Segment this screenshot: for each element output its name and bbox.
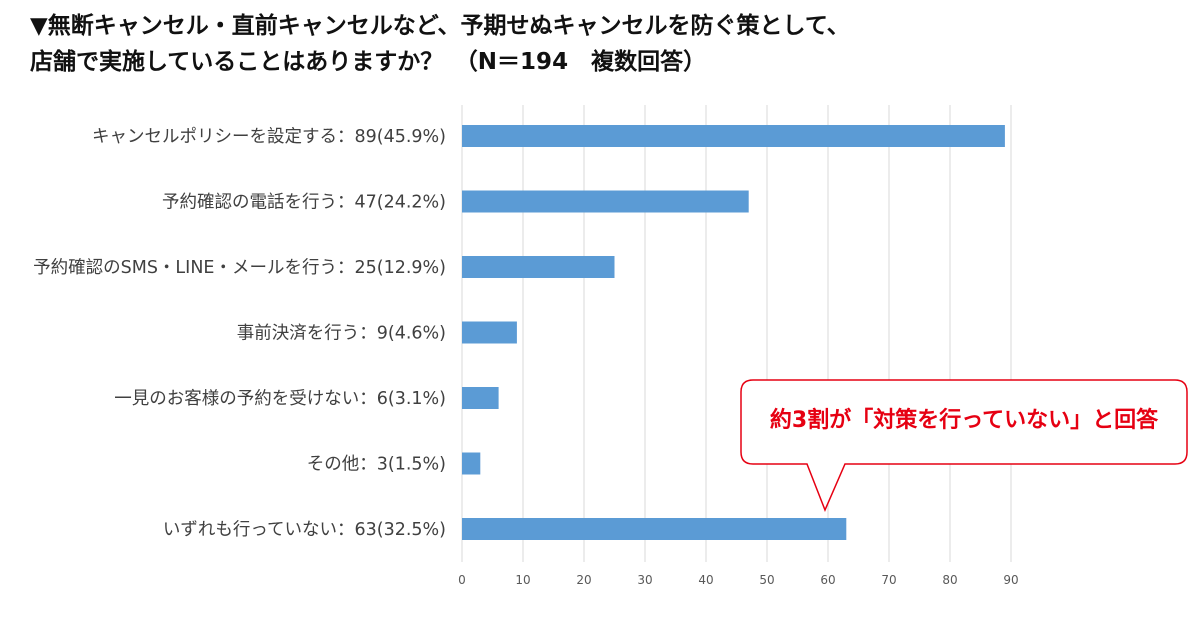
callout-bubble: 約3割が「対策を行っていない」と回答 (740, 379, 1188, 512)
title-line-1: ▼無断キャンセル・直前キャンセルなど、予期せぬキャンセルを防ぐ策として、 (30, 13, 850, 39)
callout-text: 約3割が「対策を行っていない」と回答 (769, 408, 1159, 433)
callout-shape (740, 379, 1188, 512)
x-tick-label: 40 (698, 573, 713, 587)
bar (462, 321, 517, 344)
grid-lines (461, 105, 1012, 562)
x-tick-label: 10 (515, 573, 530, 587)
bar (462, 256, 615, 278)
title-line-2: 店舗で実施していることはありますか？ （N＝194 複数回答） (30, 49, 707, 75)
bar (462, 387, 499, 409)
category-label: キャンセルポリシーを設定する：89(45.9%) (92, 127, 446, 147)
x-tick-label: 30 (637, 573, 652, 587)
x-tick-label: 20 (576, 573, 591, 587)
bar (462, 452, 481, 475)
chart-title: ▼無断キャンセル・直前キャンセルなど、予期せぬキャンセルを防ぐ策として、 店舗で… (30, 8, 1170, 80)
x-tick-label: 60 (820, 573, 835, 587)
x-tick-label: 50 (759, 573, 774, 587)
category-label: 予約確認の電話を行う：47(24.2%) (162, 193, 446, 213)
bar (462, 190, 749, 213)
bars (462, 125, 1005, 540)
category-labels: キャンセルポリシーを設定する：89(45.9%) 予約確認の電話を行う：47(24… (33, 127, 446, 540)
x-axis-tick-labels: 0 10 20 30 40 50 60 70 80 90 (458, 573, 1018, 587)
bar (462, 518, 847, 540)
x-tick-label: 0 (458, 573, 466, 587)
bar (462, 125, 1005, 147)
category-label: 事前決済を行う：9(4.6%) (237, 324, 446, 344)
category-label: その他：3(1.5%) (307, 455, 446, 475)
x-tick-label: 80 (942, 573, 957, 587)
category-label: いずれも行っていない：63(32.5%) (163, 520, 446, 540)
category-label: 一見のお客様の予約を受けない：6(3.1%) (114, 389, 446, 409)
category-label: 予約確認のSMS・LINE・メールを行う：25(12.9%) (33, 258, 446, 278)
x-tick-label: 90 (1003, 573, 1018, 587)
x-tick-label: 70 (881, 573, 896, 587)
